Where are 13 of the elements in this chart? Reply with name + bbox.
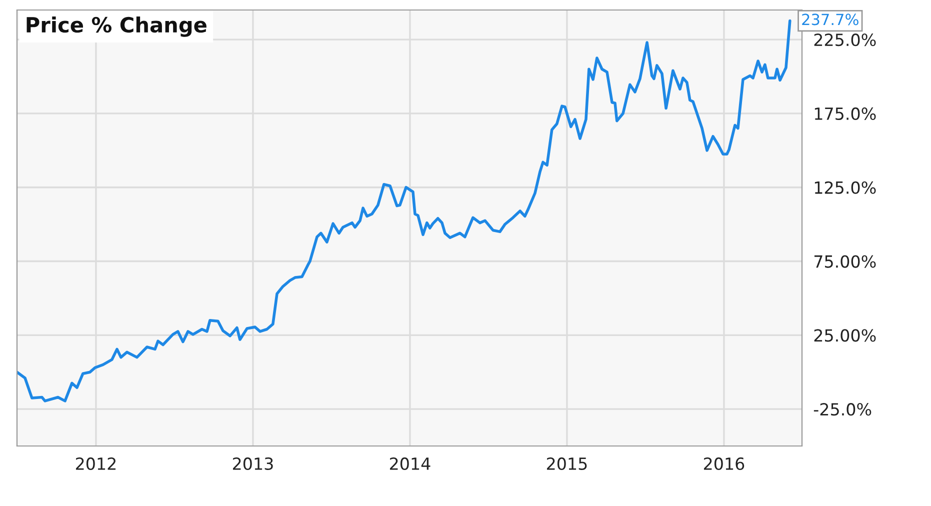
x-tick-label: 2014 [390, 457, 430, 470]
y-tick-label: 225.0% [814, 34, 876, 46]
y-tick-label: -25.0% [814, 403, 872, 416]
chart-title: Price % Change [26, 16, 206, 37]
y-tick-label: 75.00% [814, 255, 876, 268]
x-tick-label: 2012 [76, 457, 116, 470]
y-tick-label: 175.0% [814, 107, 876, 120]
x-tick-label: 2016 [704, 457, 744, 470]
x-tick-label: 2013 [232, 457, 273, 470]
y-tick-label: 125.0% [814, 181, 876, 194]
y-tick-label: 25.00% [814, 329, 876, 342]
x-tick-label: 2015 [546, 457, 587, 470]
annotation: 237.7% [802, 14, 858, 26]
